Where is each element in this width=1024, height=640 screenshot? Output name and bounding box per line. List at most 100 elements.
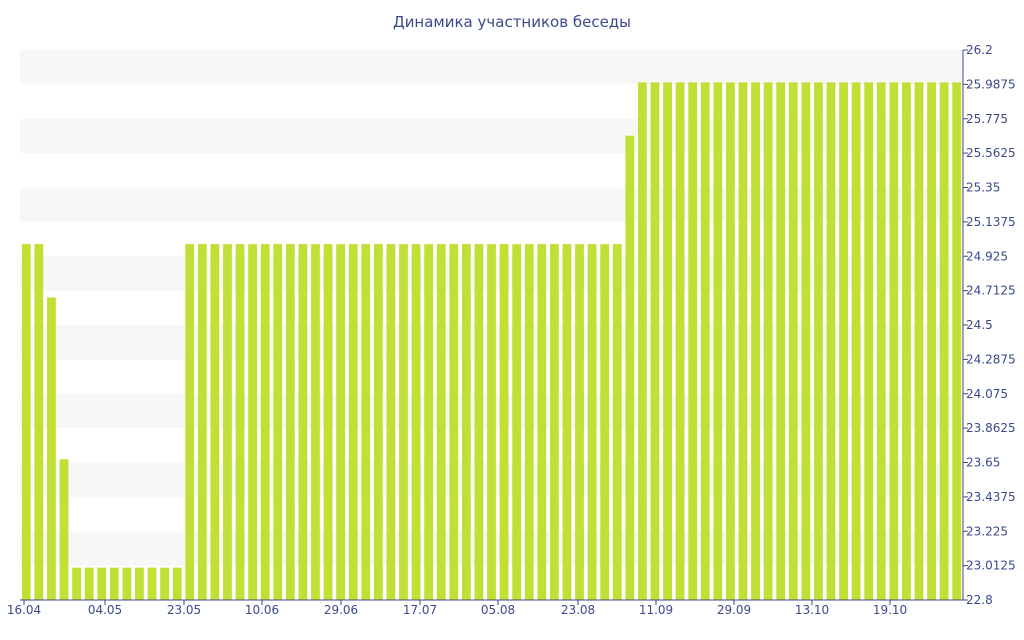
bar xyxy=(663,82,672,600)
y-tick-label: 25.5625 xyxy=(966,146,1016,160)
bar xyxy=(109,567,119,600)
bar xyxy=(826,82,836,600)
grid-band xyxy=(20,50,963,85)
bar xyxy=(122,567,132,600)
bar xyxy=(625,135,635,600)
bar xyxy=(512,244,522,600)
bar xyxy=(524,244,534,600)
bar xyxy=(600,244,610,600)
y-tick-label: 23.65 xyxy=(966,456,1000,470)
bar xyxy=(336,244,346,600)
x-tick-label: 29.06 xyxy=(324,603,358,617)
bar xyxy=(650,82,660,600)
bar xyxy=(738,82,748,600)
bar xyxy=(72,567,81,600)
x-tick-label: 19.10 xyxy=(873,603,907,617)
x-tick-label: 04.05 xyxy=(88,603,122,617)
bar xyxy=(235,244,245,600)
y-tick-label: 25.1375 xyxy=(966,215,1016,229)
bar xyxy=(751,82,760,600)
bar xyxy=(411,244,421,600)
y-tick-label: 23.225 xyxy=(966,524,1008,538)
bar xyxy=(851,82,861,600)
chart-title: Динамика участников беседы xyxy=(392,13,632,31)
bar xyxy=(285,244,295,600)
bar xyxy=(386,244,396,600)
x-tick-label: 11.09 xyxy=(639,603,673,617)
x-tick-label: 05.08 xyxy=(481,603,515,617)
bar xyxy=(612,244,622,600)
bar xyxy=(47,297,56,600)
x-tick-label: 10.06 xyxy=(245,603,279,617)
y-ticks: 26.2 25.9875 25.775 25.5625 25.35 25.1375 24.9… xyxy=(963,43,1016,607)
bar xyxy=(914,82,924,600)
bar xyxy=(273,244,283,600)
bars xyxy=(21,82,962,600)
x-tick-label: 23.05 xyxy=(167,603,201,617)
x-ticks: 16.04 04.05 23.05 10.06 29.06 17.07 05.08 23.08… xyxy=(7,600,907,617)
bar xyxy=(776,82,786,600)
bar xyxy=(298,244,308,600)
bar xyxy=(399,244,408,600)
y-tick-label: 25.9875 xyxy=(966,77,1016,91)
bar xyxy=(474,244,484,600)
bar xyxy=(637,82,647,600)
bar xyxy=(323,244,333,600)
bar xyxy=(34,244,44,600)
bar xyxy=(801,82,811,600)
bar xyxy=(59,459,69,600)
bar xyxy=(373,244,383,600)
bar xyxy=(562,244,572,600)
bar xyxy=(675,82,685,600)
y-tick-label: 24.7125 xyxy=(966,284,1016,298)
x-tick-label: 13.10 xyxy=(795,603,829,617)
bar xyxy=(587,244,597,600)
bar xyxy=(21,244,31,600)
bar xyxy=(713,82,723,600)
bar xyxy=(135,567,144,600)
bar xyxy=(839,82,848,600)
bar xyxy=(248,244,258,600)
bar xyxy=(952,82,962,600)
x-tick-label: 16.04 xyxy=(7,603,41,617)
y-tick-label: 23.0125 xyxy=(966,559,1016,573)
bar xyxy=(361,244,371,600)
bar xyxy=(223,244,232,600)
y-tick-label: 24.5 xyxy=(966,318,993,332)
bar xyxy=(449,244,459,600)
bar xyxy=(939,82,949,600)
bar xyxy=(436,244,446,600)
y-tick-label: 24.075 xyxy=(966,387,1008,401)
x-tick-label: 17.07 xyxy=(403,603,437,617)
bar xyxy=(348,244,358,600)
y-tick-label: 23.8625 xyxy=(966,421,1016,435)
bar xyxy=(814,82,823,600)
bar xyxy=(864,82,874,600)
bar xyxy=(788,82,798,600)
bar xyxy=(876,82,886,600)
x-tick-label: 23.08 xyxy=(561,603,595,617)
bar xyxy=(160,567,169,600)
bar xyxy=(185,244,195,600)
bar xyxy=(424,244,434,600)
bar xyxy=(499,244,509,600)
bar xyxy=(537,244,547,600)
x-tick-label: 29.09 xyxy=(717,603,751,617)
bar xyxy=(260,244,270,600)
bar xyxy=(97,567,107,600)
bar xyxy=(700,82,710,600)
bar xyxy=(197,244,207,600)
y-tick-label: 25.775 xyxy=(966,112,1008,126)
bar xyxy=(688,82,698,600)
bar xyxy=(210,244,220,600)
bar xyxy=(84,567,94,600)
bar xyxy=(549,244,559,600)
bar xyxy=(147,567,157,600)
bar xyxy=(487,244,496,600)
y-tick-label: 23.4375 xyxy=(966,490,1016,504)
bar xyxy=(725,82,735,600)
y-tick-label: 24.925 xyxy=(966,249,1008,263)
bar xyxy=(461,244,471,600)
bar xyxy=(927,82,936,600)
